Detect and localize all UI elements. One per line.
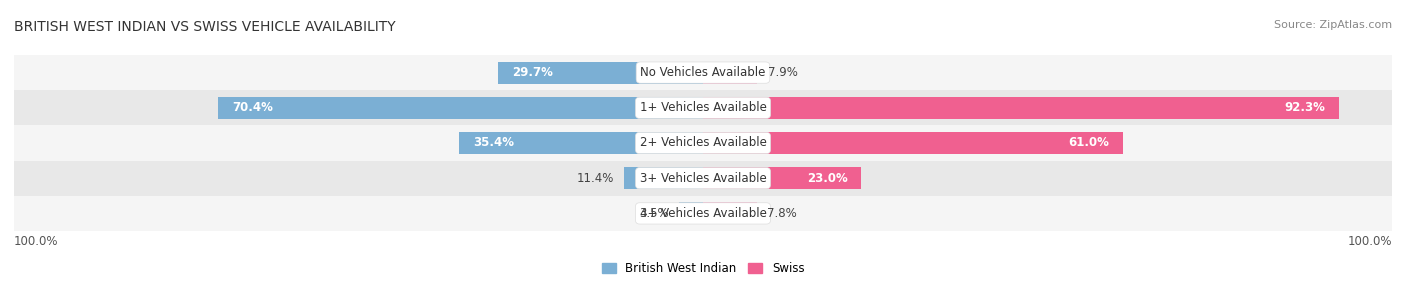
Text: 7.9%: 7.9% — [768, 66, 797, 79]
Legend: British West Indian, Swiss: British West Indian, Swiss — [596, 257, 810, 280]
Bar — [14, 196, 1392, 231]
Text: 4+ Vehicles Available: 4+ Vehicles Available — [640, 207, 766, 220]
Bar — [498, 62, 703, 84]
Bar — [703, 97, 1339, 119]
Text: 29.7%: 29.7% — [512, 66, 553, 79]
Text: 3+ Vehicles Available: 3+ Vehicles Available — [640, 172, 766, 185]
Text: 1+ Vehicles Available: 1+ Vehicles Available — [640, 101, 766, 114]
Bar — [703, 62, 758, 84]
Bar — [460, 132, 703, 154]
Text: 11.4%: 11.4% — [576, 172, 614, 185]
Bar — [703, 202, 756, 224]
Bar — [14, 125, 1392, 161]
Bar — [679, 202, 703, 224]
Text: 35.4%: 35.4% — [472, 136, 515, 150]
Bar — [624, 167, 703, 189]
Text: 70.4%: 70.4% — [232, 101, 273, 114]
Bar — [14, 161, 1392, 196]
Bar — [703, 132, 1123, 154]
Text: 100.0%: 100.0% — [14, 235, 59, 247]
Text: 7.8%: 7.8% — [768, 207, 797, 220]
Text: 2+ Vehicles Available: 2+ Vehicles Available — [640, 136, 766, 150]
Text: 3.5%: 3.5% — [638, 207, 669, 220]
Text: 100.0%: 100.0% — [1347, 235, 1392, 247]
Text: 61.0%: 61.0% — [1069, 136, 1109, 150]
Text: 23.0%: 23.0% — [807, 172, 848, 185]
Text: Source: ZipAtlas.com: Source: ZipAtlas.com — [1274, 20, 1392, 30]
Bar — [14, 90, 1392, 125]
Bar — [703, 167, 862, 189]
Bar — [14, 55, 1392, 90]
Text: No Vehicles Available: No Vehicles Available — [640, 66, 766, 79]
Bar — [218, 97, 703, 119]
Text: 92.3%: 92.3% — [1284, 101, 1324, 114]
Text: BRITISH WEST INDIAN VS SWISS VEHICLE AVAILABILITY: BRITISH WEST INDIAN VS SWISS VEHICLE AVA… — [14, 20, 395, 34]
